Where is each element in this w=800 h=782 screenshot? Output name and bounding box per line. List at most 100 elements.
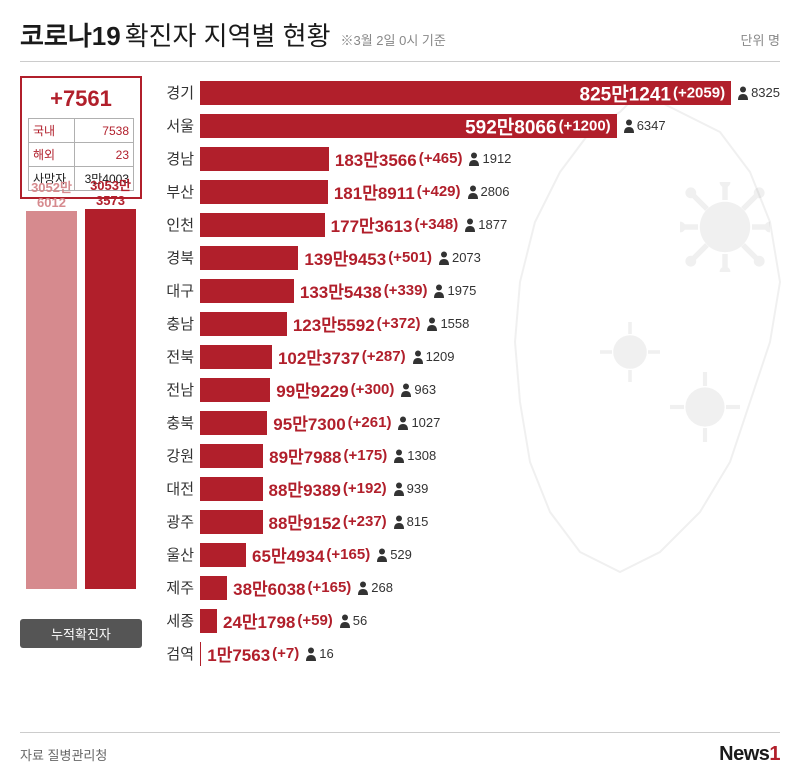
region-value: 88만9152(+237) [269,509,387,534]
region-bar [200,543,246,567]
region-row: 서울592만8066(+1200)6347 [156,109,780,142]
region-value: 24만1798(+59) [223,608,333,633]
region-bar [200,180,328,204]
region-value: 38만6038(+165) [233,575,351,600]
footer: 자료 질병관리청 News1 [20,732,780,766]
region-deaths: 56 [339,613,367,628]
region-value: 65만4934(+165) [252,542,370,567]
cumulative-bar-top: 3053만3573 [75,179,146,209]
asof-text: ※3월 2일 0시 기준 [341,30,446,49]
header: 코로나19 확진자 지역별 현황 ※3월 2일 0시 기준 단위 명 [0,0,800,61]
region-name: 검역 [156,643,200,664]
region-bar-area: 133만5438(+339)1975 [200,279,780,303]
logo: News1 [719,743,780,766]
region-bar [200,246,298,270]
region-bar [200,576,227,600]
region-value: 95만7300(+261) [273,410,391,435]
region-bar [200,279,294,303]
region-row: 전남99만9229(+300)963 [156,373,780,406]
region-bar-area: 123만5592(+372)1558 [200,312,780,336]
region-delta: (+429) [417,183,461,200]
region-delta: (+1200) [559,117,611,134]
cumulative-footer: 누적확진자 [20,619,142,648]
region-value: 139만9453(+501) [304,245,432,270]
region-bar [200,411,267,435]
region-bar-area: 592만8066(+1200)6347 [200,114,780,138]
region-deaths: 939 [393,481,429,496]
region-name: 강원 [156,445,200,466]
region-deaths: 529 [376,547,412,562]
region-delta: (+339) [384,282,428,299]
cumulative-bar-bottom: 2일 [85,595,136,614]
new-cases-total: +7561 [28,86,134,112]
new-cases-row-label: 해외 [29,143,75,167]
region-delta: (+192) [343,480,387,497]
region-deaths: 2806 [467,184,510,199]
region-row: 경북139만9453(+501)2073 [156,241,780,274]
region-row: 광주 88만9152(+237) 815 [156,505,780,538]
region-delta: (+465) [419,150,463,167]
unit-label: 단위 명 [741,30,781,49]
region-deaths: 815 [393,514,429,529]
region-name: 경북 [156,247,200,268]
region-bar [200,510,263,534]
region-deaths: 1975 [433,283,476,298]
region-bar-area: 24만1798(+59) 56 [200,609,780,633]
region-value: 825만1241(+2059) [580,79,726,106]
region-bar-area: 99만9229(+300)963 [200,378,780,402]
region-deaths: 1209 [412,349,455,364]
region-value: 1만7563(+7) [207,641,299,666]
new-cases-row-value: 7538 [75,119,134,143]
region-bar [200,312,287,336]
region-row: 대전88만9389(+192)939 [156,472,780,505]
region-name: 제주 [156,577,200,598]
new-cases-row: 해외23 [29,143,134,167]
left-panel: +7561 국내7538해외23사망자3만4003 3052만60121일305… [20,76,142,702]
region-row: 검역 1만7563(+7) 16 [156,637,780,670]
region-name: 인천 [156,214,200,235]
region-deaths: 1558 [426,316,469,331]
region-row: 강원89만7988(+175)1308 [156,439,780,472]
cumulative-bar-fill [85,209,136,589]
region-delta: (+237) [343,513,387,530]
region-name: 충북 [156,412,200,433]
region-bar-area: 65만4934(+165) 529 [200,543,780,567]
region-deaths: 963 [400,382,436,397]
region-bar: 825만1241(+2059) [200,81,731,105]
region-row: 부산181만8911(+429)2806 [156,175,780,208]
region-deaths: 1027 [397,415,440,430]
source-label: 자료 질병관리청 [20,745,107,764]
region-deaths: 16 [305,646,333,661]
region-row: 인천177만3613(+348)1877 [156,208,780,241]
region-delta: (+372) [377,315,421,332]
region-value: 592만8066(+1200) [465,112,611,139]
cumulative-bar: 3052만60121일 [26,209,77,589]
region-deaths: 8325 [737,85,780,100]
region-name: 세종 [156,610,200,631]
region-name: 전북 [156,346,200,367]
region-delta: (+261) [348,414,392,431]
region-row: 전북102만3737(+287)1209 [156,340,780,373]
region-bar-area: 89만7988(+175)1308 [200,444,780,468]
region-bar-area: 183만3566(+465)1912 [200,147,780,171]
region-deaths: 1308 [393,448,436,463]
region-bar: 592만8066(+1200) [200,114,617,138]
title-rest: 확진자 지역별 현황 [125,16,331,53]
region-bar-area: 139만9453(+501)2073 [200,246,780,270]
title-bold: 코로나19 [20,16,121,53]
region-value: 181만8911(+429) [334,179,461,204]
region-bar [200,444,263,468]
region-delta: (+348) [414,216,458,233]
region-name: 서울 [156,115,200,136]
region-name: 울산 [156,544,200,565]
cumulative-chart: 3052만60121일3053만35732일 누적확진자 [20,209,142,649]
region-bar-area: 88만9152(+237) 815 [200,510,780,534]
region-delta: (+287) [362,348,406,365]
main-area: +7561 국내7538해외23사망자3만4003 3052만60121일305… [0,62,800,702]
region-name: 광주 [156,511,200,532]
region-bar [200,213,325,237]
region-delta: (+165) [326,546,370,563]
region-bar [200,609,217,633]
logo-accent: 1 [769,743,780,765]
region-row: 대구133만5438(+339)1975 [156,274,780,307]
